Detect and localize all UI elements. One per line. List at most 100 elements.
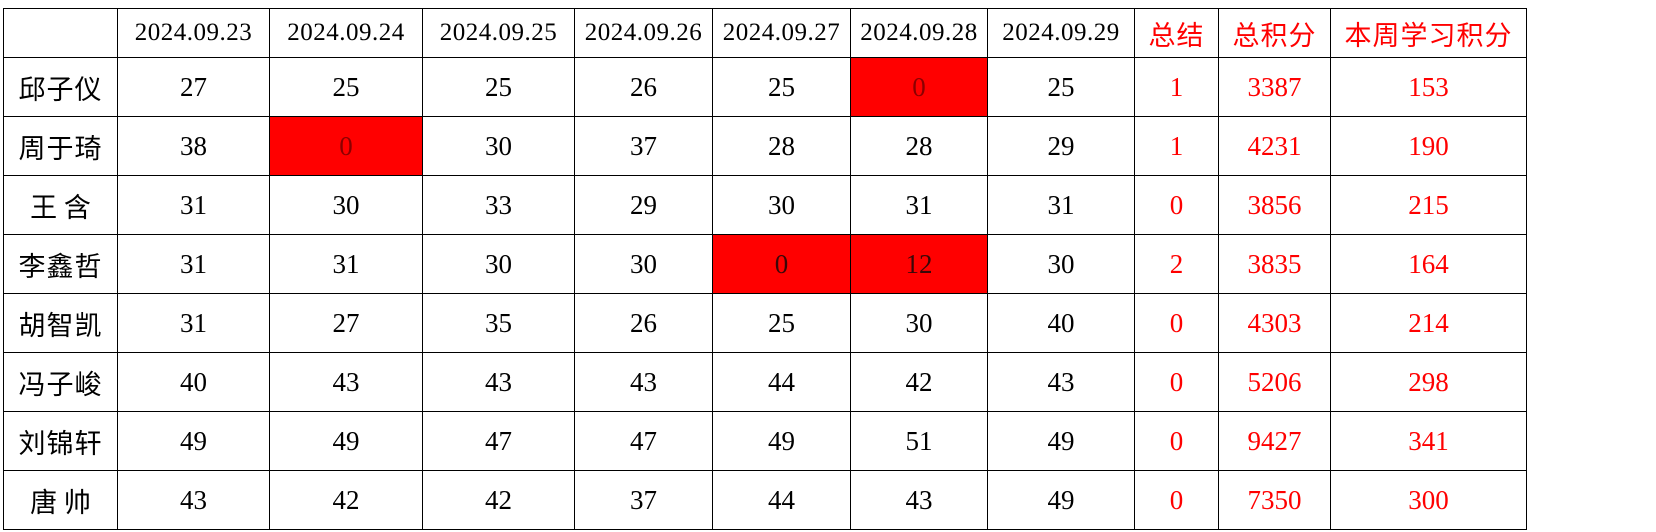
daily-points-cell[interactable]: 43 [987, 352, 1135, 412]
column-header-date-0925[interactable]: 2024.09.25 [422, 8, 575, 58]
daily-points-cell[interactable]: 27 [117, 57, 270, 117]
spreadsheet-area: 2024.09.23 2024.09.24 2024.09.25 2024.09… [3, 8, 1527, 530]
daily-points-cell[interactable]: 25 [422, 57, 575, 117]
summary-count-cell[interactable]: 2 [1134, 234, 1219, 294]
student-name-cell[interactable]: 李鑫哲 [3, 234, 118, 294]
summary-count-cell[interactable]: 0 [1134, 293, 1219, 353]
daily-points-cell[interactable]: 29 [574, 175, 713, 235]
daily-points-cell[interactable]: 47 [574, 411, 713, 471]
student-name-cell[interactable]: 王 含 [3, 175, 118, 235]
daily-points-cell[interactable]: 37 [574, 470, 713, 530]
summary-count-cell[interactable]: 0 [1134, 352, 1219, 412]
student-name-cell[interactable]: 邱子仪 [3, 57, 118, 117]
daily-points-cell[interactable]: 25 [712, 293, 851, 353]
daily-points-cell[interactable]: 43 [850, 470, 988, 530]
total-points-cell[interactable]: 7350 [1218, 470, 1331, 530]
daily-points-cell[interactable]: 47 [422, 411, 575, 471]
daily-points-cell[interactable]: 49 [987, 470, 1135, 530]
table-row: 唐 帅 43 42 42 37 44 43 49 0 7350 300 [3, 470, 1527, 530]
daily-points-cell[interactable]: 42 [422, 470, 575, 530]
column-header-date-0929[interactable]: 2024.09.29 [987, 8, 1135, 58]
daily-points-cell[interactable]: 25 [712, 57, 851, 117]
daily-points-cell[interactable]: 30 [850, 293, 988, 353]
weekly-points-cell[interactable]: 214 [1330, 293, 1527, 353]
daily-points-cell[interactable]: 44 [712, 470, 851, 530]
daily-points-cell[interactable]: 31 [850, 175, 988, 235]
daily-points-cell[interactable]: 28 [850, 116, 988, 176]
daily-points-cell[interactable]: 43 [269, 352, 423, 412]
daily-points-cell[interactable]: 40 [987, 293, 1135, 353]
weekly-points-cell[interactable]: 300 [1330, 470, 1527, 530]
daily-points-cell[interactable]: 27 [269, 293, 423, 353]
daily-points-cell[interactable]: 43 [422, 352, 575, 412]
daily-points-cell-flagged[interactable]: 12 [850, 234, 988, 294]
total-points-cell[interactable]: 4303 [1218, 293, 1331, 353]
daily-points-cell[interactable]: 30 [422, 234, 575, 294]
daily-points-cell[interactable]: 25 [269, 57, 423, 117]
daily-points-cell[interactable]: 25 [987, 57, 1135, 117]
column-header-weekly-points[interactable]: 本周学习积分 [1330, 8, 1527, 58]
daily-points-cell-flagged[interactable]: 0 [712, 234, 851, 294]
daily-points-cell[interactable]: 31 [269, 234, 423, 294]
summary-count-cell[interactable]: 0 [1134, 411, 1219, 471]
student-name-cell[interactable]: 刘锦轩 [3, 411, 118, 471]
daily-points-cell-flagged[interactable]: 0 [269, 116, 423, 176]
weekly-points-cell[interactable]: 164 [1330, 234, 1527, 294]
daily-points-cell[interactable]: 42 [269, 470, 423, 530]
column-header-date-0928[interactable]: 2024.09.28 [850, 8, 988, 58]
daily-points-cell[interactable]: 42 [850, 352, 988, 412]
daily-points-cell[interactable]: 28 [712, 116, 851, 176]
daily-points-cell[interactable]: 43 [574, 352, 713, 412]
total-points-cell[interactable]: 4231 [1218, 116, 1331, 176]
daily-points-cell[interactable]: 29 [987, 116, 1135, 176]
daily-points-cell[interactable]: 49 [269, 411, 423, 471]
daily-points-cell[interactable]: 33 [422, 175, 575, 235]
total-points-cell[interactable]: 9427 [1218, 411, 1331, 471]
daily-points-cell[interactable]: 37 [574, 116, 713, 176]
column-header-summary[interactable]: 总结 [1134, 8, 1219, 58]
total-points-cell[interactable]: 5206 [1218, 352, 1331, 412]
column-header-date-0927[interactable]: 2024.09.27 [712, 8, 851, 58]
student-name-cell[interactable]: 冯子峻 [3, 352, 118, 412]
daily-points-cell[interactable]: 43 [117, 470, 270, 530]
student-name-cell[interactable]: 胡智凯 [3, 293, 118, 353]
daily-points-cell[interactable]: 30 [574, 234, 713, 294]
daily-points-cell[interactable]: 31 [987, 175, 1135, 235]
daily-points-cell[interactable]: 38 [117, 116, 270, 176]
summary-count-cell[interactable]: 1 [1134, 116, 1219, 176]
daily-points-cell[interactable]: 30 [422, 116, 575, 176]
summary-count-cell[interactable]: 0 [1134, 175, 1219, 235]
summary-count-cell[interactable]: 1 [1134, 57, 1219, 117]
daily-points-cell[interactable]: 30 [712, 175, 851, 235]
daily-points-cell[interactable]: 40 [117, 352, 270, 412]
weekly-points-cell[interactable]: 153 [1330, 57, 1527, 117]
total-points-cell[interactable]: 3387 [1218, 57, 1331, 117]
daily-points-cell[interactable]: 26 [574, 293, 713, 353]
total-points-cell[interactable]: 3835 [1218, 234, 1331, 294]
daily-points-cell[interactable]: 26 [574, 57, 713, 117]
column-header-total-points[interactable]: 总积分 [1218, 8, 1331, 58]
daily-points-cell[interactable]: 31 [117, 175, 270, 235]
daily-points-cell[interactable]: 35 [422, 293, 575, 353]
weekly-points-cell[interactable]: 341 [1330, 411, 1527, 471]
total-points-cell[interactable]: 3856 [1218, 175, 1331, 235]
weekly-points-cell[interactable]: 298 [1330, 352, 1527, 412]
column-header-date-0926[interactable]: 2024.09.26 [574, 8, 713, 58]
daily-points-cell[interactable]: 30 [987, 234, 1135, 294]
daily-points-cell[interactable]: 31 [117, 234, 270, 294]
daily-points-cell[interactable]: 44 [712, 352, 851, 412]
daily-points-cell[interactable]: 51 [850, 411, 988, 471]
student-name-cell[interactable]: 唐 帅 [3, 470, 118, 530]
daily-points-cell[interactable]: 49 [987, 411, 1135, 471]
column-header-date-0924[interactable]: 2024.09.24 [269, 8, 423, 58]
daily-points-cell[interactable]: 30 [269, 175, 423, 235]
weekly-points-cell[interactable]: 215 [1330, 175, 1527, 235]
daily-points-cell[interactable]: 49 [117, 411, 270, 471]
daily-points-cell-flagged[interactable]: 0 [850, 57, 988, 117]
weekly-points-cell[interactable]: 190 [1330, 116, 1527, 176]
summary-count-cell[interactable]: 0 [1134, 470, 1219, 530]
student-name-cell[interactable]: 周于琦 [3, 116, 118, 176]
daily-points-cell[interactable]: 31 [117, 293, 270, 353]
column-header-date-0923[interactable]: 2024.09.23 [117, 8, 270, 58]
daily-points-cell[interactable]: 49 [712, 411, 851, 471]
